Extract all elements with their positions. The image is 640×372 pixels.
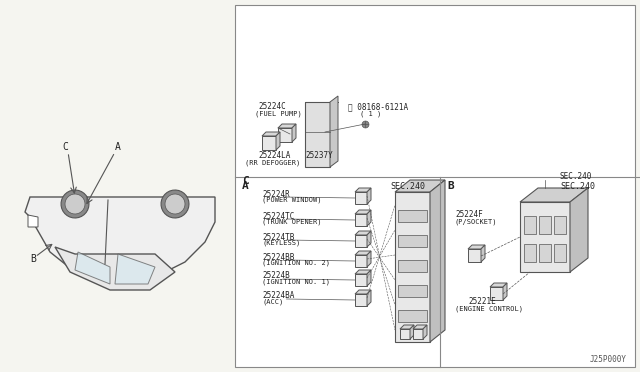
- Text: SEC.240: SEC.240: [560, 172, 593, 181]
- Polygon shape: [28, 215, 38, 227]
- Text: 25224R: 25224R: [262, 189, 290, 199]
- Polygon shape: [413, 325, 427, 329]
- Bar: [305, 102, 330, 167]
- Text: C: C: [62, 142, 68, 152]
- Bar: [395, 192, 430, 342]
- Polygon shape: [570, 188, 588, 272]
- Text: SEC.240: SEC.240: [560, 182, 595, 191]
- Bar: [398, 210, 427, 222]
- Polygon shape: [115, 254, 155, 284]
- Text: (FUEL PUMP): (FUEL PUMP): [255, 110, 301, 116]
- Bar: [554, 244, 566, 262]
- Text: A: A: [115, 142, 121, 152]
- Text: (P/SOCKET): (P/SOCKET): [455, 218, 497, 224]
- Bar: [355, 294, 367, 306]
- Text: 25224C: 25224C: [258, 102, 285, 111]
- Polygon shape: [330, 96, 338, 167]
- Bar: [355, 235, 367, 247]
- Polygon shape: [367, 231, 371, 247]
- Bar: [262, 136, 276, 150]
- Bar: [398, 260, 427, 272]
- Bar: [400, 329, 410, 339]
- Bar: [539, 216, 551, 234]
- Text: Ⓢ 08168-6121A: Ⓢ 08168-6121A: [348, 102, 408, 111]
- Polygon shape: [262, 132, 280, 136]
- Text: (TRUNK OPENER): (TRUNK OPENER): [262, 219, 321, 225]
- Bar: [398, 310, 427, 322]
- Polygon shape: [367, 270, 371, 286]
- Text: 25224TC: 25224TC: [262, 212, 294, 221]
- Text: (ENGINE CONTROL): (ENGINE CONTROL): [455, 305, 523, 311]
- Text: 25221E: 25221E: [468, 297, 496, 306]
- Polygon shape: [430, 180, 445, 342]
- Polygon shape: [423, 325, 427, 339]
- Polygon shape: [292, 124, 296, 142]
- Text: (RR DEFOGGER): (RR DEFOGGER): [245, 159, 300, 166]
- Text: (IGNITION NO. 1): (IGNITION NO. 1): [262, 279, 330, 285]
- Text: A: A: [242, 181, 249, 191]
- Text: (IGNITION NO. 2): (IGNITION NO. 2): [262, 260, 330, 266]
- Polygon shape: [367, 290, 371, 306]
- Text: C: C: [242, 176, 249, 186]
- Bar: [539, 244, 551, 262]
- Polygon shape: [490, 283, 507, 287]
- Text: B: B: [447, 181, 454, 191]
- Polygon shape: [165, 194, 185, 214]
- Polygon shape: [395, 180, 445, 192]
- Bar: [490, 287, 503, 300]
- Text: 25224BB: 25224BB: [262, 253, 294, 262]
- Bar: [355, 255, 367, 267]
- Polygon shape: [65, 194, 85, 214]
- Text: 25224F: 25224F: [455, 210, 483, 219]
- Bar: [413, 329, 423, 339]
- Text: ( 1 ): ( 1 ): [360, 110, 381, 116]
- Polygon shape: [161, 190, 189, 218]
- Text: 25224LA: 25224LA: [258, 151, 291, 160]
- Polygon shape: [276, 132, 280, 150]
- Bar: [355, 214, 367, 226]
- Bar: [554, 216, 566, 234]
- Polygon shape: [410, 325, 414, 339]
- Polygon shape: [481, 245, 485, 262]
- Bar: [468, 249, 481, 262]
- Polygon shape: [355, 290, 371, 294]
- Polygon shape: [400, 325, 414, 329]
- Polygon shape: [367, 188, 371, 204]
- Bar: [235, 5, 635, 367]
- Polygon shape: [355, 188, 371, 192]
- Text: 25224BA: 25224BA: [262, 292, 294, 301]
- Bar: [398, 235, 427, 247]
- Text: (KEYLESS): (KEYLESS): [262, 240, 300, 246]
- Polygon shape: [367, 210, 371, 226]
- Text: 25224B: 25224B: [262, 272, 290, 280]
- Text: (ACC): (ACC): [262, 299, 284, 305]
- Polygon shape: [278, 124, 296, 128]
- Bar: [524, 216, 536, 234]
- Bar: [398, 285, 427, 297]
- Polygon shape: [468, 245, 485, 249]
- Polygon shape: [503, 283, 507, 300]
- Polygon shape: [61, 190, 89, 218]
- Polygon shape: [355, 270, 371, 274]
- Bar: [278, 128, 292, 142]
- Text: 25237Y: 25237Y: [305, 151, 333, 160]
- Polygon shape: [355, 210, 371, 214]
- Polygon shape: [75, 252, 110, 284]
- Bar: [524, 244, 536, 262]
- Polygon shape: [355, 231, 371, 235]
- Bar: [520, 202, 570, 272]
- Polygon shape: [520, 188, 588, 202]
- Bar: [355, 274, 367, 286]
- Text: J25P000Y: J25P000Y: [590, 355, 627, 364]
- Text: 25224TB: 25224TB: [262, 232, 294, 241]
- Polygon shape: [25, 197, 215, 282]
- Text: B: B: [30, 254, 36, 264]
- Text: SEC.240: SEC.240: [390, 182, 425, 191]
- Polygon shape: [355, 251, 371, 255]
- Polygon shape: [55, 247, 175, 290]
- Text: (POWER WINDOW): (POWER WINDOW): [262, 197, 321, 203]
- Bar: [355, 192, 367, 204]
- Polygon shape: [367, 251, 371, 267]
